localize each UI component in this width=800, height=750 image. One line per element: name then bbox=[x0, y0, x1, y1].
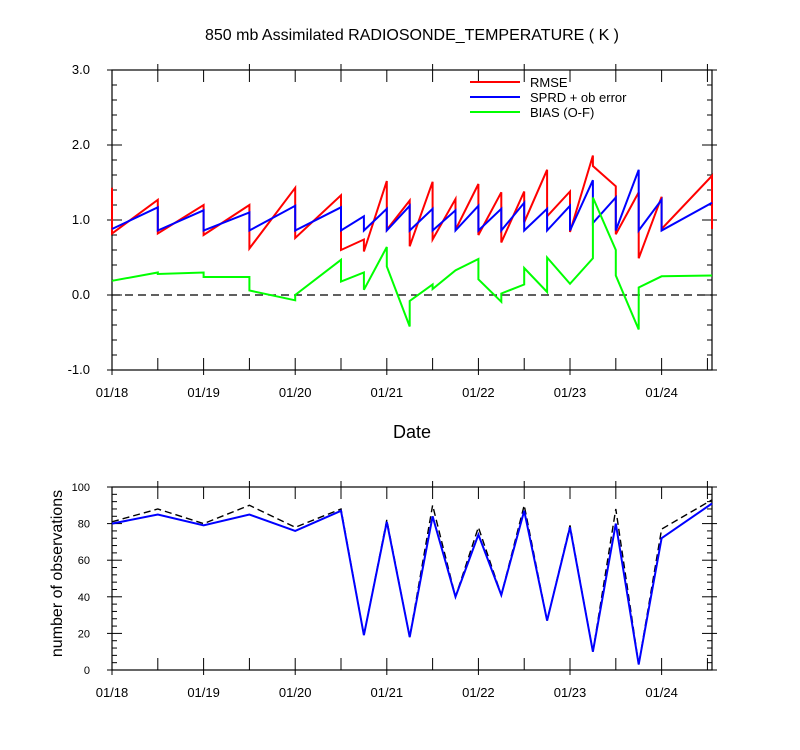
obs-y-tick-label: 40 bbox=[78, 592, 90, 604]
legend-label-rmse: RMSE bbox=[530, 75, 568, 90]
main-x-tick-label: 01/20 bbox=[279, 385, 312, 400]
obs-y-tick-label: 80 bbox=[78, 519, 90, 531]
obs-y-axis-label: number of observations bbox=[49, 490, 66, 657]
obs-x-tick-label: 01/19 bbox=[187, 685, 220, 700]
main-x-tick-label: 01/18 bbox=[96, 385, 129, 400]
obs-panel: 01/18 01/19 01/20 01/21 01/22 01/23 01/24 0 20 40… bbox=[49, 481, 717, 700]
obs-plot-frame bbox=[111, 486, 713, 671]
main-x-tick-label: 01/19 bbox=[187, 385, 220, 400]
main-series-rmse-line bbox=[111, 155, 713, 259]
main-series-sprd-ob-error-line bbox=[111, 169, 713, 234]
chart-title: 850 mb Assimilated RADIOSONDE_TEMPERATUR… bbox=[205, 27, 619, 44]
main-x-tick-label: 01/22 bbox=[462, 385, 495, 400]
obs-x-tick-label: 01/22 bbox=[462, 685, 495, 700]
main-x-tick-label: 01/21 bbox=[371, 385, 404, 400]
obs-y-tick-label: 100 bbox=[72, 482, 90, 494]
obs-y-tick-label: 60 bbox=[78, 555, 90, 567]
main-y-tick-label: -1.0 bbox=[68, 362, 90, 377]
obs-y-tick-label: 20 bbox=[78, 628, 90, 640]
main-y-tick-label: 3.0 bbox=[72, 62, 90, 77]
main-x-tick-label: 01/24 bbox=[645, 385, 678, 400]
obs-x-tick-label: 01/18 bbox=[96, 685, 129, 700]
legend-label-sprd-ob-error: SPRD + ob error bbox=[530, 90, 627, 105]
main-y-tick-label: 1.0 bbox=[72, 212, 90, 227]
obs-x-tick-label: 01/21 bbox=[371, 685, 404, 700]
main-plot-frame bbox=[111, 69, 713, 371]
main-x-tick-label: 01/23 bbox=[554, 385, 587, 400]
main-y-tick-label: 0.0 bbox=[72, 287, 90, 302]
main-y-tick-label: 2.0 bbox=[72, 137, 90, 152]
obs-x-tick-label: 01/20 bbox=[279, 685, 312, 700]
obs-y-tick-label: 0 bbox=[84, 665, 90, 677]
main-series-bias-o-f-line bbox=[111, 197, 713, 330]
obs-x-tick-label: 01/23 bbox=[554, 685, 587, 700]
main-x-axis-label: Date bbox=[393, 422, 431, 442]
legend-label-bias-o-f: BIAS (O-F) bbox=[530, 105, 594, 120]
main-panel: 01/18 01/19 01/20 01/21 01/22 01/23 01/24 -1.0 0… bbox=[68, 27, 717, 442]
obs-x-tick-label: 01/24 bbox=[645, 685, 678, 700]
obs-series-used-line bbox=[111, 502, 713, 665]
